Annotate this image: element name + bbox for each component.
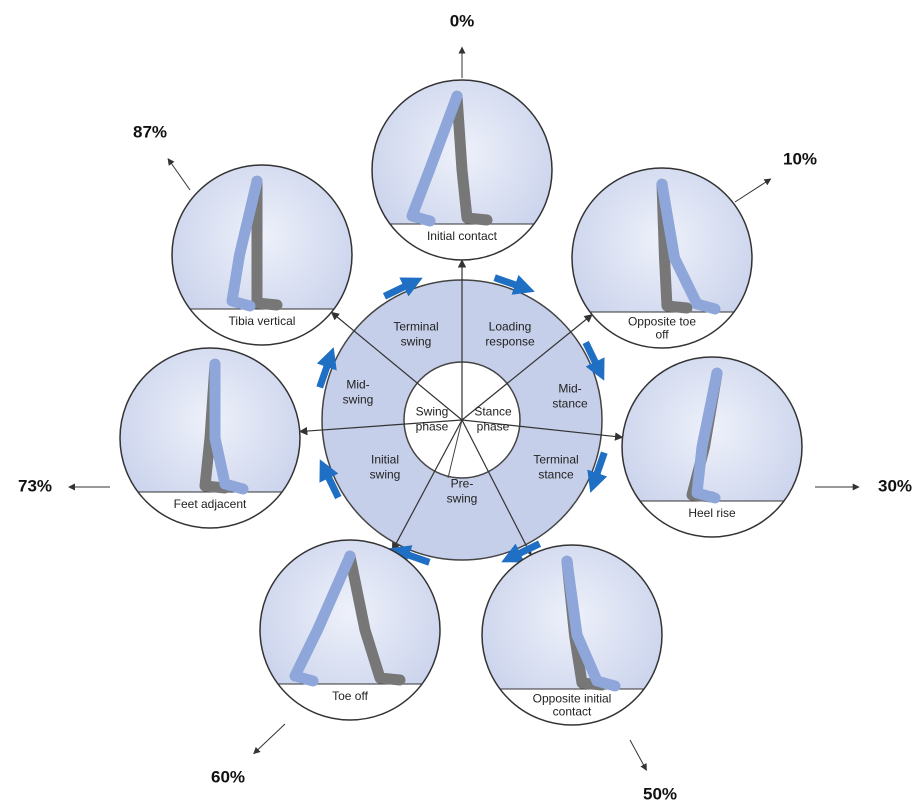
phase-label: Loading [489,320,532,334]
percent-arrow [253,723,286,755]
event-label: Heel rise [688,506,736,520]
phase-label: stance [538,468,574,482]
event-circle [622,357,802,537]
radial-arrow [298,419,463,436]
direction-arrow [501,540,542,563]
event [621,356,803,538]
direction-arrow [382,277,423,300]
leg-blue [561,555,621,692]
center-label: Swing [416,405,449,419]
event [259,539,441,721]
leg-blue [691,367,723,504]
event-outline [621,356,803,538]
percent-label: 0% [450,11,475,30]
phase-label: swing [343,393,374,407]
event-label: Initial contact [427,229,498,243]
event-outline [571,167,753,349]
event-outline [171,164,353,346]
percent-arrow [167,158,191,191]
percent-label: 60% [211,767,245,786]
percent-label: 87% [133,122,167,141]
direction-arrow [493,274,535,295]
event-label: off [655,328,669,342]
leg-blue [289,550,356,687]
event-label: Opposite initial [533,692,612,706]
divider [447,419,463,479]
percent-label: 73% [18,476,52,495]
event-outline [481,544,663,726]
phase-label: Pre- [451,477,474,491]
direction-arrow [582,340,605,381]
direction-arrow [316,347,337,389]
radial-arrow [461,314,593,421]
event [119,347,301,529]
event-outline [119,347,301,529]
leg-blue [656,178,721,315]
direction-arrow [319,459,342,500]
phase-label: swing [370,468,401,482]
leg-gray [451,90,493,226]
leg-gray [344,550,406,686]
percent-label: 50% [643,784,677,803]
phase-label: response [485,335,535,349]
phase-label: swing [447,492,478,506]
phase-label: Mid- [346,378,369,392]
event-label: Feet adjacent [174,497,247,511]
radial-arrow [330,311,463,421]
phase-label: stance [552,397,588,411]
leg-blue [226,175,263,312]
center-label: Stance [474,405,512,419]
event-label: contact [553,705,592,719]
phase-label: Terminal [533,453,578,467]
event-outline [259,539,441,721]
event-label: Toe off [332,689,368,703]
phase-label: Terminal [393,320,438,334]
phase-label: Mid- [558,382,581,396]
percent-arrow [629,739,647,771]
radial-arrow [461,419,532,556]
direction-arrow [587,451,608,493]
radial-arrow [461,419,624,441]
center-label: phase [477,420,510,434]
event [481,544,663,726]
percent-arrow [734,178,772,203]
phase-label: swing [401,335,432,349]
direction-arrow [389,545,431,566]
percent-label: 10% [783,149,817,168]
leg-blue [209,358,249,495]
event-outline [371,79,553,261]
center-label: phase [416,420,449,434]
phase-label: Initial [371,453,399,467]
percent-label: 30% [878,476,912,495]
radial-arrow [391,419,463,552]
leg-blue [406,90,463,227]
leg-gray [251,175,283,311]
event-label: Tibia vertical [229,314,296,328]
event-label: Opposite toe [628,315,696,329]
